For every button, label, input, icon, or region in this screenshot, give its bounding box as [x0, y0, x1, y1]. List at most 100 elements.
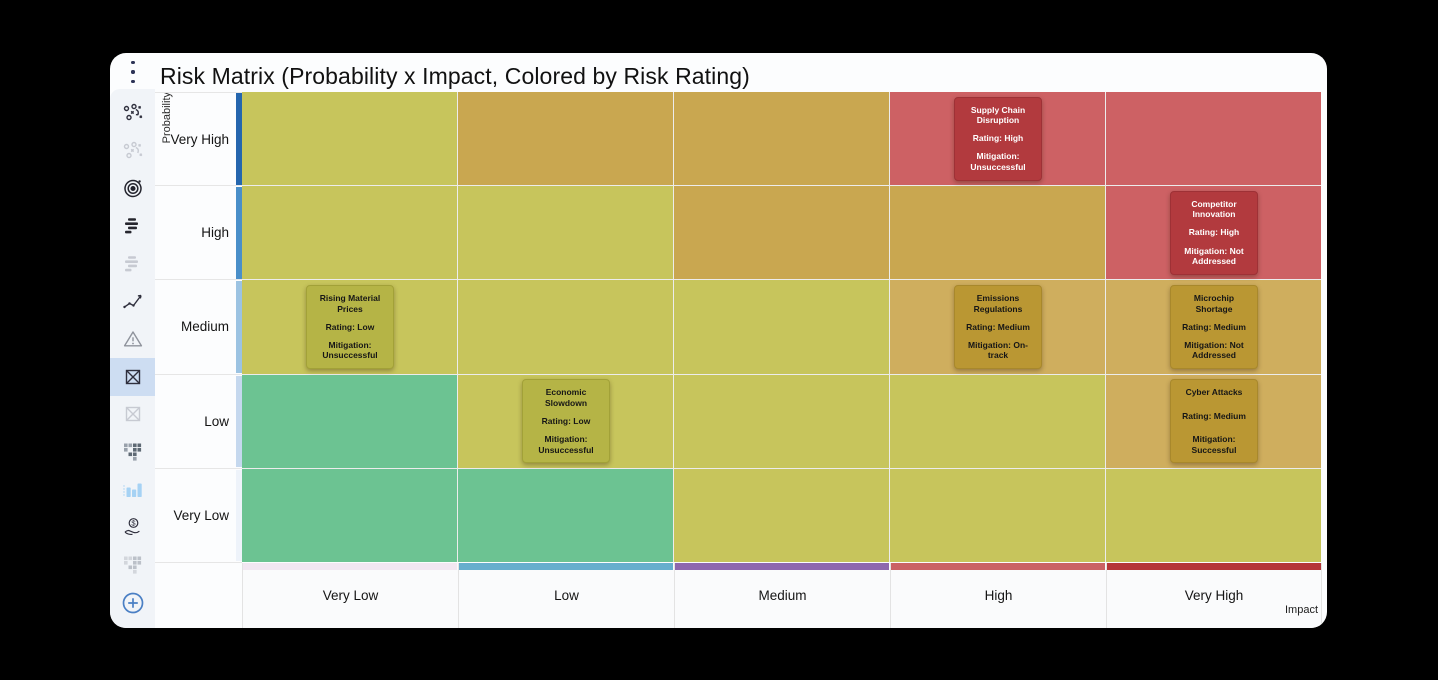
risk-rating: Rating: Medium	[966, 321, 1030, 332]
y-tick-very-low: Very Low	[155, 469, 242, 563]
impact-scale-strip-very-high	[1107, 563, 1321, 570]
risk-matrix-chart-button-disabled[interactable]	[110, 396, 155, 434]
y-tick-low: Low	[155, 375, 242, 469]
probability-scale-strip-very-high	[236, 93, 242, 185]
risk-mitigation: Mitigation: On-track	[968, 339, 1028, 361]
probability-scale-strip-very-low	[236, 469, 242, 562]
cell-very-low-high	[890, 468, 1105, 562]
cell-very-high-medium	[674, 92, 889, 186]
cell-medium-medium	[674, 280, 889, 374]
risk-box-microchip-shortage[interactable]: Microchip Shortage Rating: Medium Mitigati…	[1170, 284, 1258, 370]
cell-very-low-very-high	[1106, 468, 1321, 562]
cell-high-very-low	[242, 186, 457, 280]
stacked-bars-icon	[124, 218, 138, 234]
risk-box-economic-slowdown[interactable]: Economic Slowdown Rating: Low Mitigation: …	[522, 379, 610, 464]
x-axis-title: Impact	[1284, 604, 1318, 616]
cell-high-low	[458, 186, 673, 280]
risk-name: Cyber Attacks	[1185, 387, 1243, 398]
cell-very-low-very-low	[242, 468, 457, 562]
risk-name: Supply Chain Disruption	[970, 104, 1026, 126]
risk-mitigation: Mitigation: Not Addressed	[1184, 339, 1244, 361]
page-title: Risk Matrix (Probability x Impact, Color…	[160, 63, 750, 89]
cell-low-high	[890, 374, 1105, 468]
probability-scale-strip-medium	[236, 281, 242, 374]
risk-name: Competitor Innovation	[1191, 198, 1237, 220]
stacked-bars-icon	[124, 255, 138, 271]
x-tick-very-high: Very High	[1106, 563, 1322, 628]
risk-rating: Rating: Low	[325, 321, 375, 332]
add-circle-icon	[122, 592, 143, 614]
stacked-bars-chart-button-disabled[interactable]	[110, 245, 155, 283]
matrix-bowtie-icon	[125, 407, 140, 422]
risk-rating: Rating: Medium	[1182, 410, 1246, 421]
x-tick-very-low: Very Low	[242, 563, 458, 628]
risk-name: Emissions Regulations	[973, 292, 1023, 314]
y-tick-very-high: Very High	[155, 92, 242, 187]
strategy-chart-button[interactable]	[110, 94, 155, 132]
risk-rating: Rating: High	[1188, 227, 1240, 238]
app-window: $ Risk Matrix (Probability x Impac	[110, 53, 1327, 628]
payout-chart-button[interactable]: $	[110, 509, 155, 547]
bar-chart-button[interactable]	[110, 471, 155, 509]
waffle-chart-button-disabled[interactable]	[110, 546, 155, 584]
x-tick-high: High	[890, 563, 1106, 628]
risk-mitigation: Mitigation: Not Addressed	[1184, 245, 1244, 267]
risk-mitigation: Mitigation: Unsuccessful	[538, 434, 594, 455]
cell-low-medium	[674, 374, 889, 468]
strategy-icon	[123, 103, 142, 121]
warning-triangle-icon	[123, 331, 142, 347]
y-tick-medium: Medium	[155, 280, 242, 375]
risk-name: Rising Material Prices	[319, 292, 381, 314]
warning-chart-button[interactable]	[110, 320, 155, 358]
impact-scale-strip-medium	[675, 563, 889, 570]
target-icon	[123, 179, 142, 198]
risk-matrix-chart-button[interactable]	[110, 357, 155, 396]
strategy-icon	[123, 141, 142, 158]
y-tick-high: High	[155, 186, 242, 281]
risk-box-cyber-attacks[interactable]: Cyber Attacks Rating: Medium Mitigation: S…	[1170, 379, 1258, 464]
risk-name: Economic Slowdown	[544, 387, 588, 408]
trend-line-icon	[122, 295, 142, 309]
x-tick-medium: Medium	[674, 563, 890, 628]
probability-scale-strip-low	[236, 375, 242, 468]
waffle-grid-icon	[123, 443, 141, 461]
impact-scale-strip-high	[891, 563, 1105, 570]
cell-very-low-low	[458, 468, 673, 562]
target-chart-button[interactable]	[110, 169, 155, 207]
strategy-chart-button-disabled[interactable]	[110, 132, 155, 170]
risk-mitigation: Mitigation: Successful	[1191, 434, 1237, 455]
cell-high-medium	[674, 186, 889, 280]
kebab-dot	[131, 61, 135, 65]
impact-scale-strip-very-low	[243, 563, 457, 570]
bar-chart-icon	[122, 483, 142, 497]
cell-very-high-very-high	[1106, 92, 1321, 186]
risk-rating: Rating: Low	[541, 415, 591, 426]
cell-very-high-low	[458, 92, 673, 186]
impact-scale-strip-low	[459, 563, 673, 570]
waffle-chart-button[interactable]	[110, 433, 155, 471]
matrix-grid	[242, 92, 1321, 562]
stacked-bars-chart-button[interactable]	[110, 207, 155, 245]
risk-name: Microchip Shortage	[1193, 292, 1235, 314]
matrix-bowtie-icon	[125, 369, 140, 384]
kebab-menu-button[interactable]	[127, 61, 139, 83]
add-chart-button[interactable]	[110, 584, 155, 622]
kebab-dot	[131, 70, 135, 74]
cell-very-high-very-low	[242, 92, 457, 186]
waffle-grid-icon	[123, 556, 141, 574]
sidebar: $	[110, 89, 155, 628]
risk-mitigation: Mitigation: Unsuccessful	[322, 339, 378, 361]
risk-box-supply-chain-disruption[interactable]: Supply Chain Disruption Rating: High Mitig…	[954, 96, 1042, 181]
risk-rating: Rating: High	[972, 133, 1024, 144]
probability-scale-strip-high	[236, 187, 242, 279]
svg-text:$: $	[131, 519, 136, 528]
risk-box-emissions-regulations[interactable]: Emissions Regulations Rating: Medium Mitig…	[954, 284, 1042, 370]
trend-line-chart-button[interactable]	[110, 282, 155, 320]
cell-medium-low	[458, 280, 673, 374]
cell-low-very-low	[242, 374, 457, 468]
risk-box-rising-material-prices[interactable]: Rising Material Prices Rating: Low Mitigat…	[306, 284, 394, 370]
cell-high-high	[890, 186, 1105, 280]
risk-rating: Rating: Medium	[1182, 321, 1246, 332]
payout-hand-icon: $	[124, 518, 140, 536]
risk-box-competitor-innovation[interactable]: Competitor Innovation Rating: High Mitigat…	[1170, 190, 1258, 275]
